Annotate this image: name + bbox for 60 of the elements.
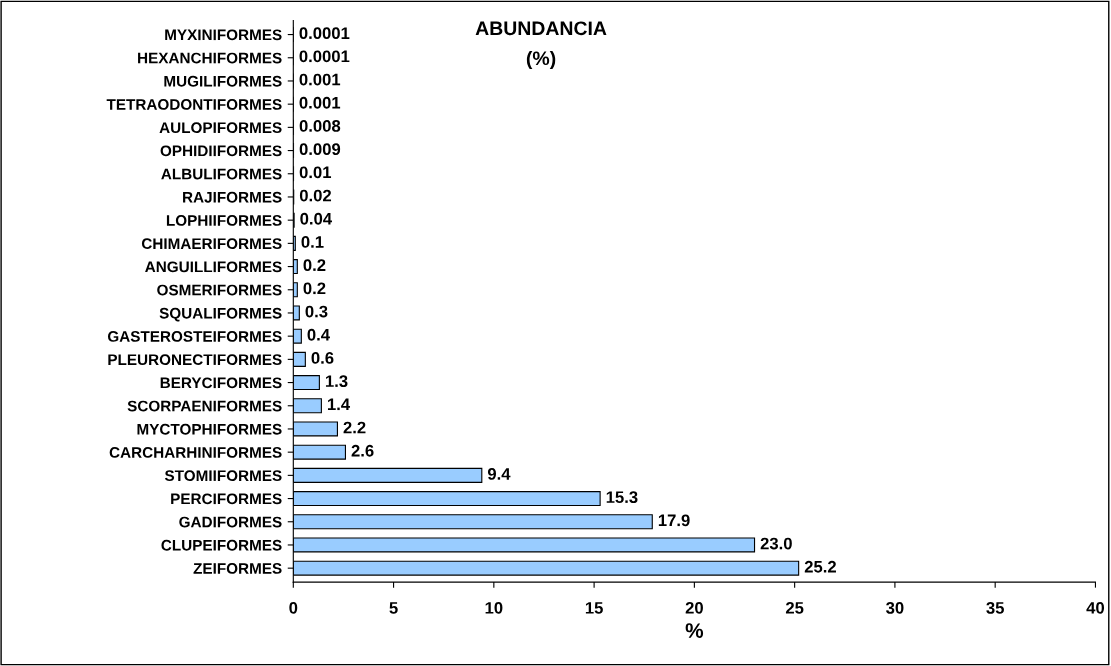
data-label: 0.04 — [300, 212, 333, 225]
y-tick-label: ZEIFORMES — [193, 563, 282, 574]
data-label: 17.9 — [658, 514, 690, 527]
data-label: 0.001 — [299, 96, 341, 109]
x-axis-title: % — [685, 623, 704, 638]
x-tick-label: 35 — [986, 601, 1004, 614]
chart-title: ABUNDANCIA — [475, 21, 607, 36]
data-label: 25.2 — [804, 560, 836, 573]
y-tick-label: CHIMAERIFORMES — [141, 238, 282, 250]
y-tick-label: ALBULIFORMES — [161, 168, 282, 180]
y-tick-label: STOMIIFORMES — [164, 470, 282, 482]
data-label: 0.6 — [311, 352, 334, 364]
data-label: 0.4 — [307, 328, 330, 341]
data-label: 0.2 — [303, 282, 326, 295]
data-label: 9.4 — [487, 468, 511, 480]
y-tick-label: CARCHARHINIFORMES — [109, 447, 282, 458]
y-tick-label: CLUPEIFORMES — [161, 539, 282, 551]
data-label: 15.3 — [606, 491, 638, 504]
y-tick-label: ANGUILLIFORMES — [145, 261, 282, 273]
x-tick-label: 15 — [585, 602, 603, 614]
text: (%) — [526, 50, 556, 69]
data-label: 0.1 — [301, 236, 324, 248]
data-label: 0.3 — [305, 305, 328, 318]
y-tick-label: MUGILIFORMES — [164, 75, 282, 87]
data-label: 2.6 — [351, 444, 374, 457]
y-tick-label: PERCIFORMES — [171, 493, 282, 505]
data-label: 23.0 — [760, 537, 792, 550]
data-label: 0.001 — [299, 73, 341, 86]
y-tick-label: GADIFORMES — [179, 516, 282, 528]
y-tick-label: SCORPAENIFORMES — [127, 400, 282, 412]
data-label: 0.009 — [299, 143, 341, 156]
y-tick-label: MYCTOPHIFORMES — [137, 423, 282, 435]
x-tick-label: 25 — [785, 601, 804, 614]
y-tick-label: PLEURONECTIFORMES — [108, 354, 282, 366]
y-tick-label: MYXINIFORMES — [165, 29, 282, 41]
data-label: 0.0001 — [299, 27, 350, 40]
data-label: 1.4 — [327, 398, 351, 411]
y-tick-label: HEXANCHIFORMES — [138, 52, 282, 64]
x-tick-label: 30 — [886, 601, 904, 614]
y-tick-label: OPHIDIIFORMES — [160, 145, 282, 157]
y-tick-label: GASTEROSTEIFORMES — [107, 331, 282, 342]
y-tick-label: SQUALIFORMES — [159, 307, 282, 322]
x-tick-label: 0 — [289, 601, 298, 614]
y-tick-label: LOPHIIFORMES — [166, 215, 282, 226]
x-tick-label: 10 — [485, 601, 503, 614]
data-label: 1.3 — [325, 375, 348, 388]
data-label: 0.0001 — [299, 50, 350, 63]
x-tick-label: 20 — [685, 601, 703, 614]
y-tick-label: TETRAODONTIFORMES — [106, 99, 282, 110]
x-tick-label: 5 — [389, 602, 398, 614]
y-tick-label: BERYCIFORMES — [160, 377, 282, 389]
data-label: 0.008 — [299, 120, 341, 132]
data-label: 2.2 — [343, 421, 366, 434]
data-label: 0.2 — [303, 259, 326, 272]
y-tick-label: OSMERIFORMES — [157, 284, 282, 296]
data-label: 0.01 — [299, 166, 332, 179]
x-tick-label: 40 — [1086, 601, 1105, 614]
y-tick-label: RAJIFORMES — [183, 191, 282, 203]
data-label: 0.02 — [299, 189, 332, 202]
y-tick-label: AULOPIFORMES — [159, 122, 282, 134]
